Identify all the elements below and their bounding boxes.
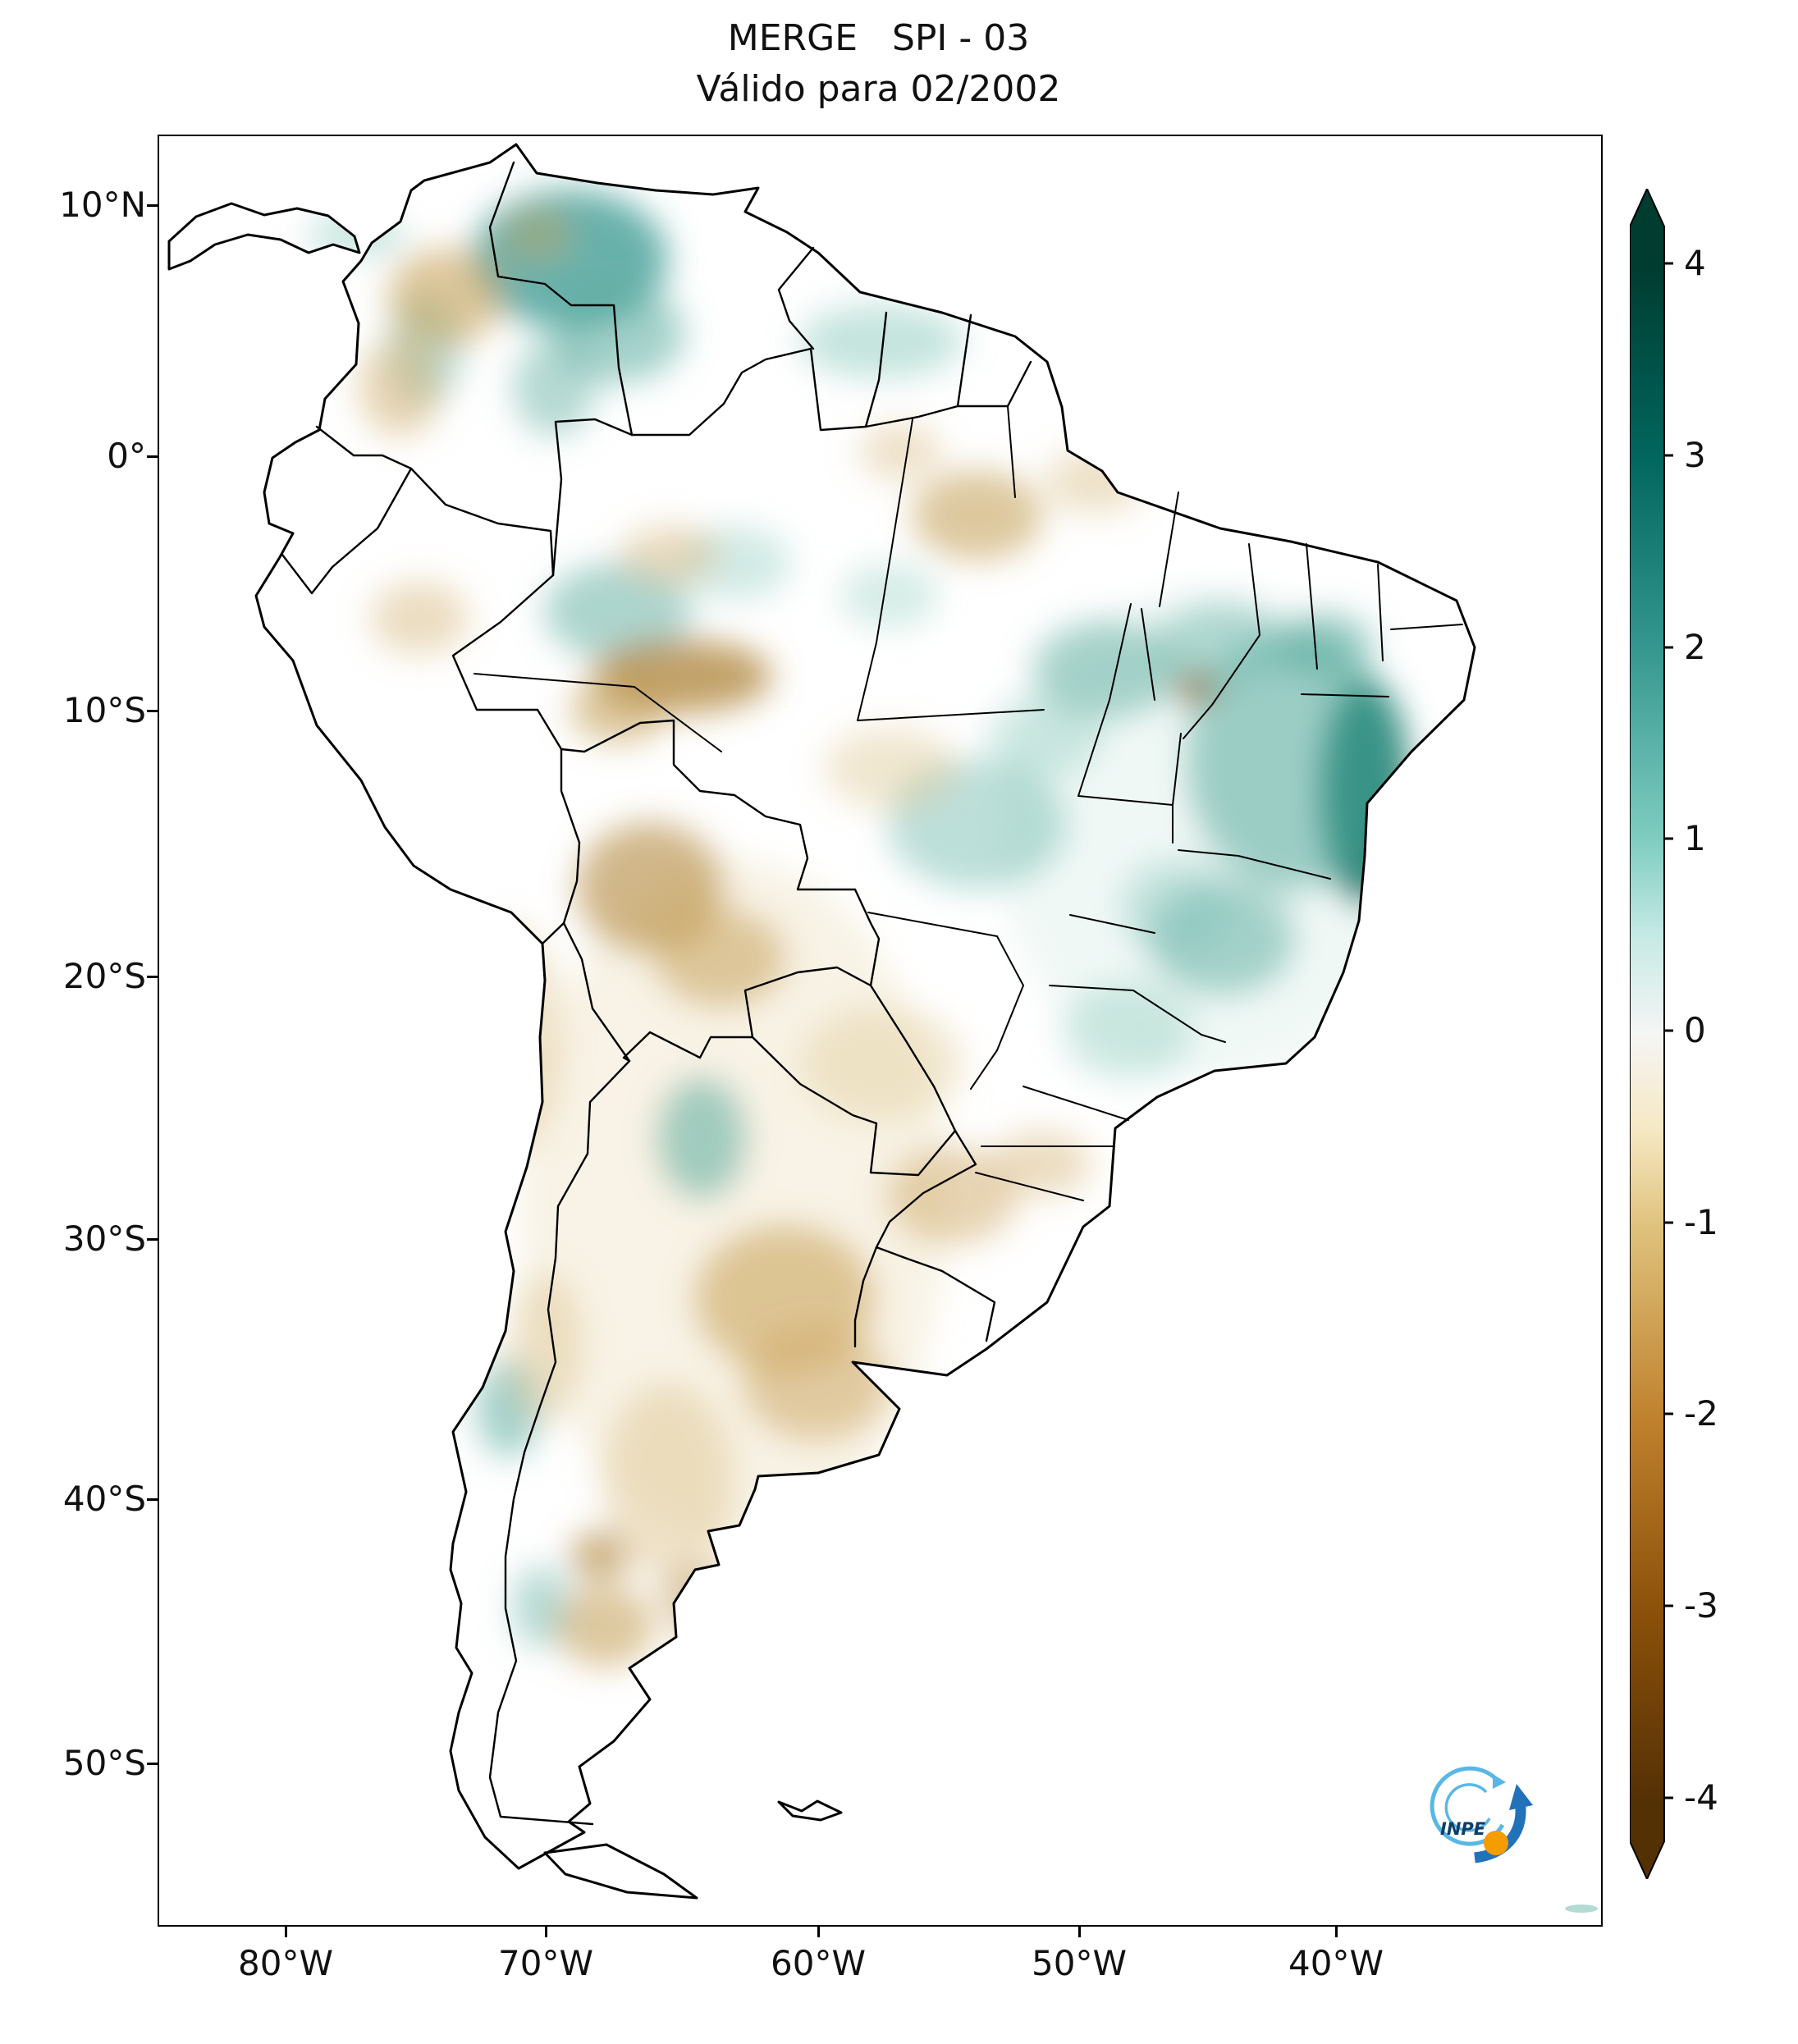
lon-tick-label: 70°W: [498, 1943, 593, 1983]
coastline: [167, 143, 1476, 1900]
colorbar-tick-label: -1: [1684, 1202, 1718, 1242]
lon-tick-label: 60°W: [771, 1943, 866, 1983]
figure-title-block: MERGE SPI - 03 Válido para 02/2002: [158, 13, 1599, 115]
inpe-swirl-icon: [1430, 1766, 1506, 1846]
country-borders: [281, 161, 1032, 1826]
colorbar-tickmarks: [1664, 262, 1673, 1799]
lat-tick-label: 30°S: [62, 1219, 146, 1259]
axis-tick: [1335, 1927, 1338, 1937]
axis-tick: [147, 1763, 158, 1765]
spi-anomaly-field: [307, 190, 1423, 1703]
axis-tick: [147, 976, 158, 978]
page-subtitle: Válido para 02/2002: [696, 68, 1061, 110]
axis-tick: [147, 204, 158, 207]
colorbar-tick-label: -4: [1684, 1777, 1718, 1818]
lat-tick-label: 10°N: [59, 185, 146, 225]
axis-tick: [1078, 1927, 1081, 1937]
inpe-logo-graphic: INPE: [1430, 1766, 1533, 1863]
lon-tick-label: 50°W: [1032, 1943, 1127, 1983]
lat-tick-label: 0°: [107, 436, 146, 476]
axis-tick: [147, 710, 158, 712]
ocean-speck: [1565, 1905, 1598, 1913]
axis-tick: [147, 455, 158, 458]
colorbar-tick-label: 4: [1684, 243, 1706, 283]
colorbar-tick-label: 0: [1684, 1010, 1706, 1050]
lon-tick-label: 80°W: [238, 1943, 333, 1983]
lat-tick-label: 50°S: [62, 1743, 146, 1783]
colorbar-tick-label: 2: [1684, 627, 1706, 667]
page-title: MERGE SPI - 03: [727, 17, 1030, 59]
axis-tick: [147, 1238, 158, 1241]
axis-tick: [285, 1927, 287, 1937]
colorbar-tick-label: 1: [1684, 818, 1706, 858]
state-borders: [474, 405, 1463, 1201]
axis-tick: [817, 1927, 820, 1937]
map-frame: INPE: [158, 135, 1603, 1927]
lat-tick-label: 20°S: [62, 956, 146, 996]
lat-tick-label: 10°S: [62, 690, 146, 730]
colorbar-tick-label: -2: [1684, 1393, 1718, 1434]
south-america-spi-map: [167, 143, 1598, 1913]
inpe-arrow-icon: [1474, 1784, 1533, 1863]
inpe-logo: INPE: [1417, 1758, 1540, 1864]
colorbar-tick-label: -3: [1684, 1585, 1718, 1626]
inpe-logo-text: INPE: [1440, 1819, 1486, 1839]
axis-tick: [545, 1927, 547, 1937]
colorbar-gradient: [1629, 186, 1665, 1882]
lon-tick-label: 40°W: [1288, 1943, 1384, 1983]
colorbar: [1629, 186, 1676, 1882]
axis-tick: [147, 1498, 158, 1501]
lat-tick-label: 40°S: [62, 1479, 146, 1519]
colorbar-tick-label: 3: [1684, 435, 1706, 475]
colorbar-graphic: [1629, 186, 1673, 1882]
inpe-orange-globe: [1484, 1831, 1508, 1855]
